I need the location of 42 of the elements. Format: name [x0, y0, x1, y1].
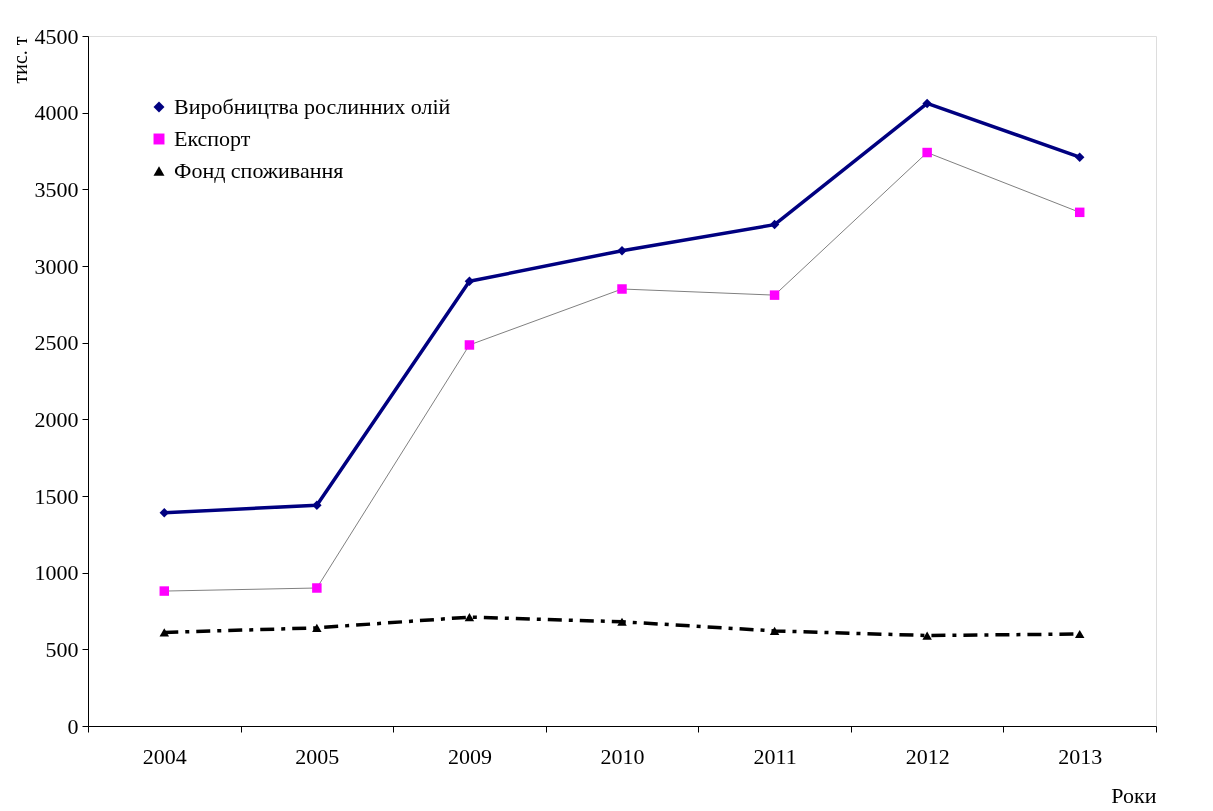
point	[922, 147, 932, 158]
x-tick-label: 2005	[295, 743, 340, 769]
point	[464, 340, 475, 350]
x-tick-label: 2004	[142, 743, 187, 769]
y-tick-label: 500	[45, 636, 79, 662]
x-axis-title: Роки	[1111, 782, 1157, 808]
point	[617, 284, 627, 294]
point	[922, 631, 932, 640]
legend-label: Фонд споживання	[174, 158, 344, 183]
y-tick-label: 3500	[34, 176, 79, 202]
y-axis-title: тис. т	[8, 36, 31, 84]
x-tick-label: 2012	[905, 743, 950, 769]
x-tick-label: 2009	[447, 743, 492, 769]
legend-label: Експорт	[174, 126, 251, 151]
point	[617, 617, 627, 626]
point	[1074, 152, 1085, 162]
y-tick-label: 2000	[34, 406, 79, 432]
point	[464, 613, 475, 622]
point	[922, 98, 932, 109]
point	[617, 245, 627, 256]
point	[769, 290, 780, 300]
point	[312, 623, 322, 632]
y-tick-label: 1500	[34, 483, 79, 509]
y-tick-label: 2500	[34, 330, 79, 356]
y-tick-label: 4000	[34, 100, 79, 126]
point	[1074, 629, 1085, 639]
y-tick-label: 1000	[34, 560, 79, 586]
legend-label: Виробництва рослинних олій	[174, 94, 451, 119]
y-tick-label: 0	[67, 713, 79, 739]
y-tick-label: 4500	[34, 23, 79, 49]
x-tick-label: 2010	[600, 743, 645, 769]
point	[769, 626, 780, 636]
point	[769, 219, 780, 230]
y-tick-label: 3000	[34, 253, 79, 279]
point	[312, 500, 322, 510]
point	[1074, 207, 1085, 218]
point	[464, 276, 475, 287]
x-tick-label: 2013	[1058, 743, 1103, 769]
point	[159, 628, 170, 637]
x-tick-label: 2011	[753, 743, 797, 769]
point	[159, 586, 170, 596]
point	[312, 583, 322, 593]
